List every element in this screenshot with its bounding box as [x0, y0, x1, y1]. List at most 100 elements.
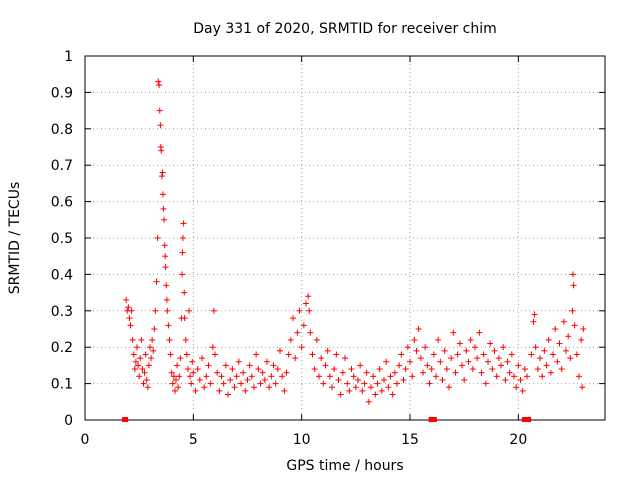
- data-point: [324, 347, 331, 354]
- data-point: [521, 366, 528, 373]
- data-point: [290, 315, 296, 322]
- data-point: [183, 351, 190, 358]
- data-point: [409, 373, 416, 380]
- data-point: [580, 326, 587, 332]
- data-point: [579, 384, 586, 391]
- data-point: [400, 376, 407, 383]
- data-point: [573, 351, 580, 358]
- data-point: [173, 376, 179, 383]
- data-point: [188, 380, 195, 387]
- data-point: [381, 376, 387, 383]
- data-point: [567, 355, 574, 362]
- data-point: [368, 384, 374, 391]
- data-point: [181, 315, 188, 322]
- data-point: [374, 380, 381, 387]
- data-point: [402, 366, 409, 373]
- data-point: [420, 369, 426, 376]
- data-point: [190, 369, 197, 376]
- data-point: [463, 347, 470, 354]
- data-point: [383, 358, 390, 365]
- data-point: [268, 373, 275, 380]
- data-point: [537, 355, 543, 362]
- data-point: [407, 358, 413, 365]
- data-point: [294, 329, 301, 336]
- data-point: [448, 355, 455, 362]
- data-point: [181, 289, 188, 296]
- data-point: [569, 271, 576, 278]
- data-point: [331, 366, 338, 373]
- data-point: [156, 82, 163, 89]
- data-point: [225, 391, 231, 398]
- data-point: [387, 373, 394, 380]
- data-point: [298, 344, 305, 351]
- data-point: [318, 355, 325, 362]
- data-point: [218, 373, 225, 380]
- data-point: [313, 336, 320, 343]
- data-point: [411, 336, 418, 343]
- data-point: [184, 366, 191, 373]
- data-point: [292, 355, 299, 362]
- data-point: [335, 376, 342, 383]
- data-points: [123, 78, 587, 405]
- data-point: [152, 307, 159, 314]
- baseline-markers: [122, 417, 532, 422]
- y-tick-label: 0.4: [51, 267, 73, 283]
- data-point: [394, 380, 400, 387]
- data-point: [162, 253, 169, 260]
- data-point: [222, 362, 229, 369]
- data-point: [333, 351, 340, 358]
- data-point: [398, 351, 405, 358]
- x-tick-label: 15: [401, 432, 419, 448]
- data-point: [500, 344, 507, 351]
- data-point: [441, 347, 448, 354]
- data-point: [498, 362, 504, 369]
- data-point: [467, 336, 474, 343]
- data-point: [142, 351, 149, 358]
- data-point: [528, 351, 535, 358]
- data-point: [287, 336, 294, 343]
- data-point: [550, 351, 556, 358]
- data-point: [495, 355, 502, 362]
- data-point: [169, 380, 176, 387]
- data-point: [541, 347, 548, 354]
- chart-title: Day 331 of 2020, SRMTID for receiver chi…: [193, 21, 497, 37]
- data-point: [443, 366, 450, 373]
- data-point: [177, 355, 184, 362]
- y-tick-label: 0.1: [51, 377, 73, 393]
- data-point: [480, 351, 487, 358]
- data-point: [376, 366, 383, 373]
- data-point: [474, 355, 481, 362]
- data-point: [576, 373, 582, 380]
- data-point: [491, 347, 498, 354]
- data-point: [570, 282, 577, 289]
- data-point: [355, 376, 361, 383]
- data-point: [547, 369, 554, 376]
- y-axis-label: SRMTID / TECUs: [7, 182, 23, 295]
- data-point: [478, 369, 485, 376]
- grid: [85, 56, 605, 420]
- data-point: [156, 107, 163, 114]
- data-point: [216, 387, 223, 394]
- data-point: [502, 376, 509, 383]
- data-point: [556, 340, 563, 347]
- data-point: [552, 326, 559, 332]
- data-point: [428, 366, 435, 373]
- data-point: [253, 351, 260, 358]
- data-point: [255, 366, 262, 373]
- data-point: [532, 344, 539, 351]
- data-point: [472, 344, 478, 351]
- data-point: [404, 344, 411, 351]
- data-point: [194, 366, 201, 373]
- data-point: [240, 369, 247, 376]
- data-point: [329, 384, 335, 391]
- data-point: [465, 358, 472, 365]
- data-point: [426, 380, 433, 387]
- data-point: [150, 347, 157, 354]
- data-point: [385, 384, 392, 391]
- data-point: [450, 329, 457, 336]
- data-point: [175, 384, 182, 391]
- data-point: [244, 376, 251, 383]
- data-point: [158, 173, 165, 180]
- x-tick-label: 0: [81, 432, 90, 448]
- y-tick-label: 0.9: [51, 85, 73, 101]
